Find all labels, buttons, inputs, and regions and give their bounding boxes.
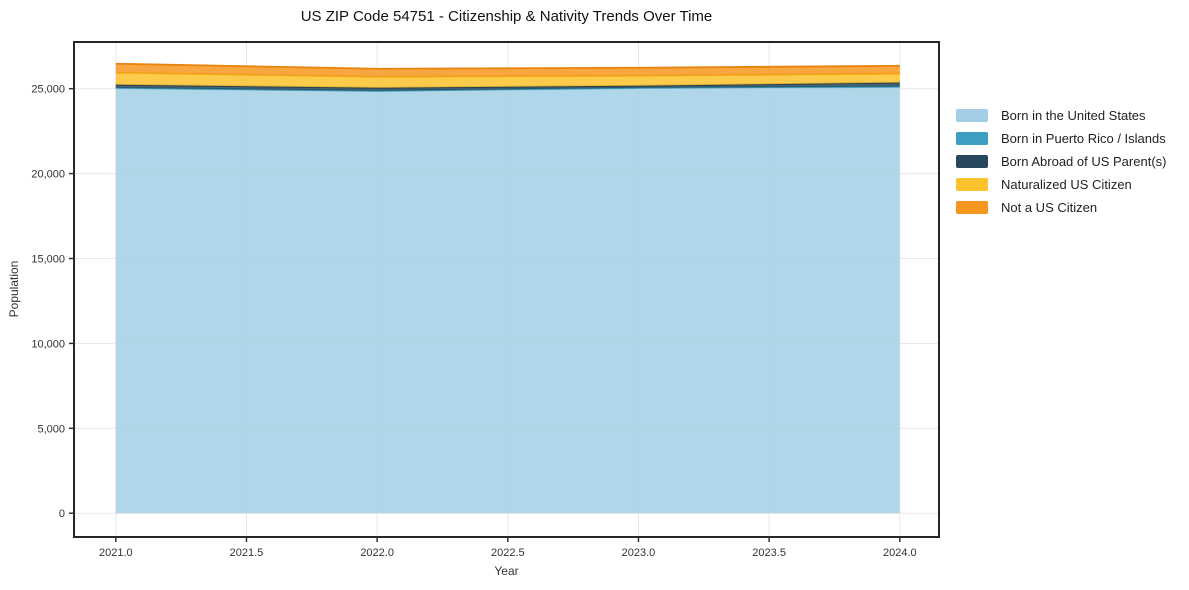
legend: Born in the United States Born in Puerto …	[956, 108, 1167, 224]
legend-swatch	[956, 109, 988, 122]
legend-swatch	[956, 201, 988, 214]
area-line-not-a-us-citizen	[115, 62, 900, 70]
y-tick-label: 20,000	[31, 169, 65, 181]
plot-area: 0 5,000 10,000 15,000 20,000 25,000 2021.0 2021…	[31, 41, 940, 559]
legend-label: Naturalized US Citizen	[1001, 177, 1132, 192]
y-tick-label: 25,000	[31, 84, 65, 96]
plot-border	[73, 41, 940, 538]
legend-label: Born in the United States	[1001, 108, 1146, 123]
legend-label: Not a US Citizen	[1001, 200, 1098, 215]
x-axis-label: Year	[494, 564, 519, 578]
legend-label: Born Abroad of US Parent(s)	[1001, 154, 1167, 169]
legend-item-born-abroad-of-us-parent-s[interactable]: Born Abroad of US Parent(s)	[956, 154, 1167, 169]
x-tick-label: 2022.0	[360, 547, 394, 559]
chart-title: US ZIP Code 54751 - Citizenship & Nativi…	[300, 8, 713, 25]
legend-item-born-in-puerto-rico-islands[interactable]: Born in Puerto Rico / Islands	[956, 131, 1166, 146]
y-tick-label: 15,000	[31, 254, 65, 266]
x-tick-label: 2023.0	[622, 547, 656, 559]
legend-item-not-a-us-citizen[interactable]: Not a US Citizen	[956, 200, 1166, 215]
legend-swatch	[956, 155, 988, 168]
x-tick-label: 2023.5	[752, 547, 786, 559]
legend-swatch	[956, 132, 988, 145]
legend-swatch	[956, 178, 988, 191]
area-not-a-us-citizen	[115, 63, 900, 77]
legend-item-naturalized-us-citizen[interactable]: Naturalized US Citizen	[956, 177, 1166, 192]
x-tick-label: 2021.5	[230, 547, 264, 559]
x-tick-label: 2022.5	[491, 547, 525, 559]
y-axis-label: Population	[7, 260, 21, 318]
y-tick-label: 0	[59, 508, 65, 520]
legend-item-born-in-the-united-states[interactable]: Born in the United States	[956, 108, 1166, 123]
x-tick-label: 2021.0	[99, 547, 133, 559]
x-tick-label: 2024.0	[883, 547, 917, 559]
area-born-abroad-of-us-parent-s	[115, 82, 900, 91]
area-born-in-the-united-states	[115, 87, 900, 514]
y-tick-label: 5,000	[37, 423, 65, 435]
legend-label: Born in Puerto Rico / Islands	[1001, 131, 1166, 146]
y-tick-label: 10,000	[31, 338, 65, 350]
